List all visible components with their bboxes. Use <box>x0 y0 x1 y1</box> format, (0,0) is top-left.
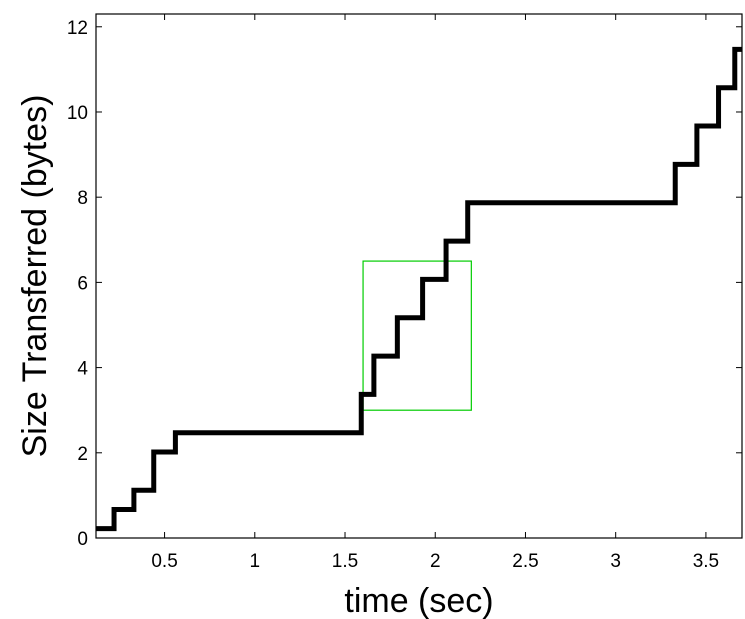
x-tick-label: 0.5 <box>151 551 177 572</box>
x-tick-label: 3.5 <box>693 551 719 572</box>
x-tick-label: 1.5 <box>332 551 358 572</box>
y-tick-label: 2 <box>77 444 88 465</box>
y-tick-label: 12 <box>67 18 88 39</box>
y-axis-ticks: 0 2 4 6 8 10 12 <box>67 18 742 550</box>
series-line <box>96 46 742 532</box>
x-tick-label: 1 <box>250 551 261 572</box>
x-axis-ticks: 0.5 1 1.5 2 2.5 3 3.5 <box>151 14 719 572</box>
x-tick-label: 2.5 <box>512 551 538 572</box>
x-axis-label: time (sec) <box>344 582 493 619</box>
x-tick-label: 3 <box>610 551 621 572</box>
series-layer <box>96 46 742 532</box>
x-tick-label: 2 <box>430 551 441 572</box>
highlight-rectangle <box>362 260 472 411</box>
y-tick-label: 6 <box>77 273 88 294</box>
y-axis-label: Size Transferred (bytes) <box>16 95 54 458</box>
y-tick-label: 10 <box>67 103 88 124</box>
y-tick-label: 8 <box>77 188 88 209</box>
axes-box <box>95 13 743 539</box>
y-tick-label: 0 <box>77 529 88 550</box>
annotations <box>362 260 472 411</box>
y-tick-label: 4 <box>77 359 88 380</box>
plot-area <box>95 13 743 539</box>
